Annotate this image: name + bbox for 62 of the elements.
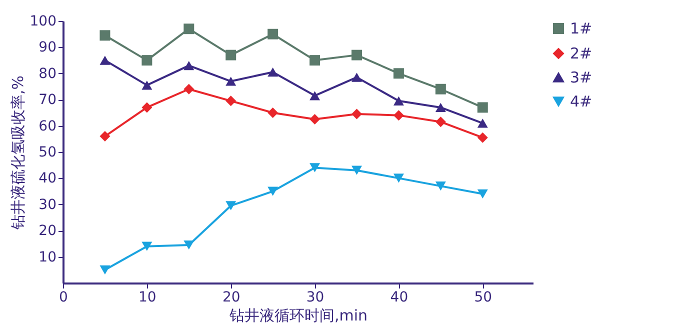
point [184,24,194,34]
point [352,166,362,175]
point [393,96,404,106]
point [393,174,404,183]
x-tick-label: 30 [306,290,324,306]
point [477,132,488,143]
point [393,68,404,79]
legend-label: 1# [570,20,592,38]
point [184,240,194,250]
point [435,182,446,191]
point [477,118,488,128]
y-tick-label: 20 [38,223,56,240]
point [310,163,320,172]
point [226,201,236,210]
point [268,186,278,196]
point [226,76,236,86]
point [268,68,278,77]
y-tick-label: 50 [38,144,56,160]
point [100,131,110,142]
point [100,56,110,65]
y-axis-title: 钻井液硫化氢吸收率,% [8,75,27,231]
point [352,72,362,82]
point [352,50,362,60]
point [142,242,152,251]
y-tick-label: 30 [38,196,56,213]
point [226,96,236,106]
point [310,91,320,100]
y-tick-label: 70 [38,92,56,108]
legend-label: 2# [570,44,592,62]
x-tick-label: 20 [222,290,240,306]
point [184,84,194,94]
point [352,108,362,120]
point [100,30,110,41]
point [184,61,194,70]
point [100,265,110,274]
x-axis-title: 钻井液循环时间,min [228,306,368,324]
point [435,84,446,94]
point [310,55,320,66]
point [268,107,278,118]
point [435,116,446,128]
legend-label: 4# [570,92,592,110]
point [477,102,488,113]
x-tick-label: 10 [138,290,156,306]
point [142,55,152,66]
x-tick-label: 0 [59,290,68,306]
y-tick-label: 40 [38,170,56,187]
point [310,114,320,124]
y-tick-label: 80 [38,66,56,82]
y-tick-label: 100 [30,14,56,30]
point [435,102,446,112]
point [477,189,488,198]
legend-label: 3# [570,68,592,86]
point [142,102,152,113]
y-tick-label: 60 [38,118,56,134]
point [393,110,404,121]
point [268,28,278,40]
x-tick-label: 50 [474,290,492,306]
y-tick-label: 10 [38,249,56,266]
x-tick-label: 40 [390,290,408,306]
point [142,80,152,90]
point [226,50,236,60]
y-tick-label: 90 [38,40,56,56]
